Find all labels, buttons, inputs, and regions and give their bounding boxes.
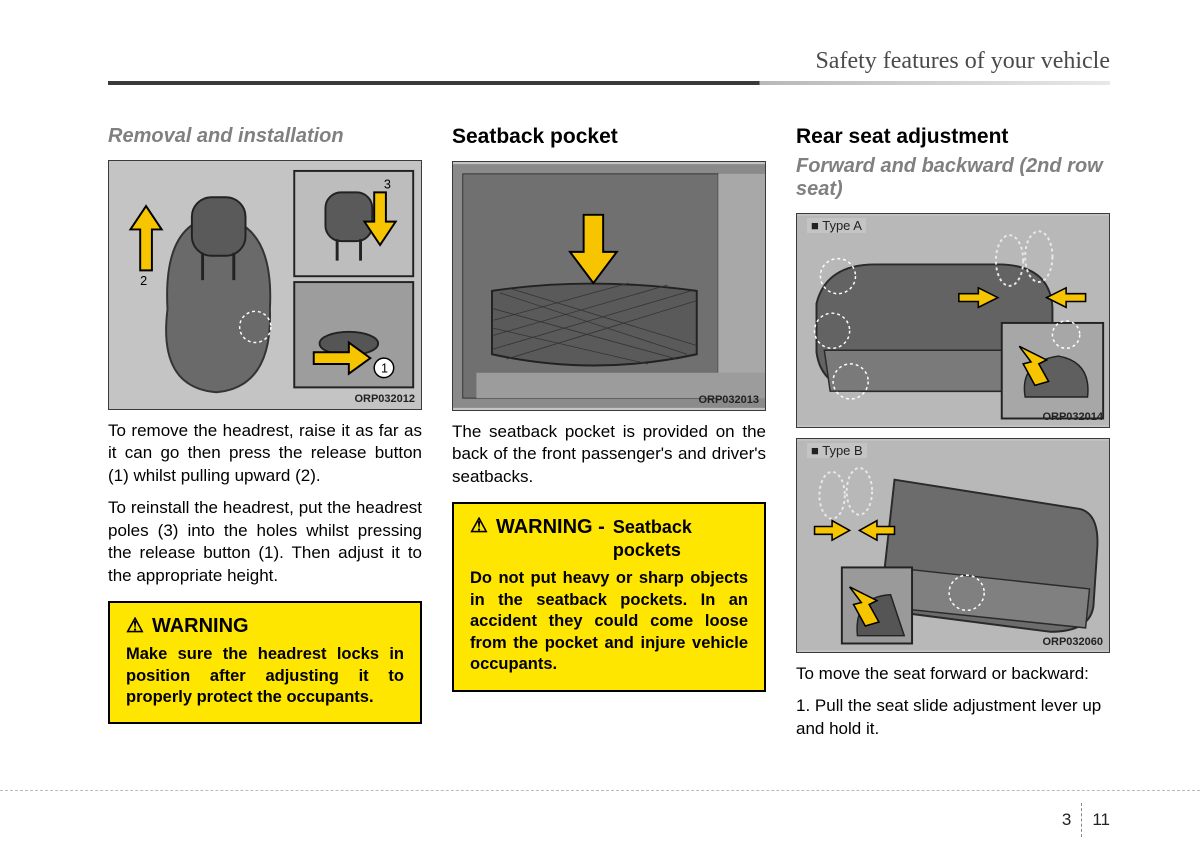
- illustration-headrest-removal: 2 3 1 ORP032012: [108, 160, 422, 410]
- warning-seatback-pockets: ⚠ WARNING - Seatback pockets Do not put …: [452, 502, 766, 691]
- illustration-id: ORP032013: [698, 394, 759, 406]
- manual-page: Safety features of your vehicle Removal …: [0, 0, 1200, 861]
- warning-triangle-icon: ⚠: [126, 616, 144, 636]
- subheading-forward-backward: Forward and backward (2nd row seat): [796, 155, 1110, 201]
- illustration-seatback-pocket: ORP032013: [452, 161, 766, 411]
- rear-seat-type-a-diagram: [797, 214, 1109, 427]
- warning-label: WARNING -: [496, 516, 605, 539]
- illustration-rear-seat-type-b: ■ Type B: [796, 438, 1110, 653]
- illustration-id: ORP032012: [354, 393, 415, 405]
- warning-subtitle: Seatback pockets: [613, 517, 692, 560]
- headrest-removal-diagram: 2 3 1: [109, 161, 421, 409]
- page-footer: 3 11: [1062, 803, 1110, 837]
- illustration-id: ORP032014: [1042, 411, 1103, 423]
- type-b-label: ■ Type B: [807, 443, 867, 458]
- svg-text:3: 3: [384, 177, 391, 191]
- step-pull-lever: 1. Pull the seat slide adjustment lever …: [796, 695, 1110, 740]
- para-move-seat: To move the seat forward or backward:: [796, 663, 1110, 685]
- para-reinstall-headrest: To reinstall the headrest, put the headr…: [108, 497, 422, 587]
- page-dashed-rule: [0, 790, 1200, 791]
- illustration-rear-seat-type-a: ■ Type A: [796, 213, 1110, 428]
- column-removal-installation: Removal and installation 2: [108, 125, 422, 750]
- header-rule: [108, 81, 1110, 85]
- footer-separator: [1081, 803, 1082, 837]
- para-remove-headrest: To remove the headrest, raise it as far …: [108, 420, 422, 487]
- warning-body: Make sure the headrest locks in position…: [126, 644, 404, 708]
- three-column-layout: Removal and installation 2: [108, 125, 1110, 750]
- heading-seatback-pocket: Seatback pocket: [452, 125, 766, 149]
- heading-rear-seat: Rear seat adjustment: [796, 125, 1110, 149]
- warning-body: Do not put heavy or sharp objects in the…: [470, 568, 748, 675]
- seatback-pocket-diagram: [453, 162, 765, 410]
- svg-text:1: 1: [381, 362, 388, 376]
- warning-label: WARNING: [152, 615, 249, 638]
- illustration-id: ORP032060: [1042, 636, 1103, 648]
- type-a-label: ■ Type A: [807, 218, 866, 233]
- column-rear-seat-adjustment: Rear seat adjustment Forward and backwar…: [796, 125, 1110, 750]
- page-number: 11: [1092, 810, 1110, 830]
- svg-text:2: 2: [140, 274, 147, 288]
- warning-triangle-icon: ⚠: [470, 516, 488, 536]
- subheading-removal: Removal and installation: [108, 125, 422, 148]
- running-head: Safety features of your vehicle: [108, 48, 1110, 81]
- warning-title: ⚠ WARNING: [126, 615, 404, 638]
- column-seatback-pocket: Seatback pocket: [452, 125, 766, 750]
- para-seatback-pocket: The seatback pocket is provided on the b…: [452, 421, 766, 488]
- warning-headrest-lock: ⚠ WARNING Make sure the headrest locks i…: [108, 601, 422, 724]
- warning-title: ⚠ WARNING - Seatback pockets: [470, 516, 748, 562]
- rear-seat-type-b-diagram: [797, 439, 1109, 652]
- chapter-number: 3: [1062, 810, 1071, 830]
